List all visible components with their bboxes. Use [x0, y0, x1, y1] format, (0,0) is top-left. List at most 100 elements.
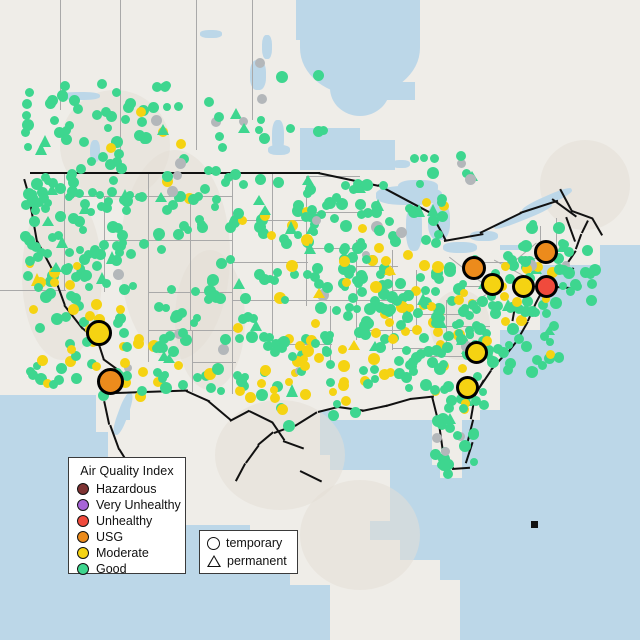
- station-marker-temporary: [199, 183, 210, 194]
- station-marker-temporary: [137, 192, 148, 203]
- station-marker-temporary: [465, 330, 474, 339]
- station-marker-temporary: [122, 371, 133, 382]
- station-marker-temporary: [332, 192, 341, 202]
- station-marker-temporary: [546, 338, 554, 347]
- station-marker-temporary: [379, 181, 389, 191]
- station-marker-permanent: [229, 107, 242, 119]
- station-marker-temporary: [126, 249, 137, 259]
- station-marker-permanent: [156, 123, 169, 135]
- station-marker-temporary: [30, 177, 43, 190]
- legend-item-very-unhealthy[interactable]: Very Unhealthy: [69, 497, 185, 513]
- highlighted-station-unhealthy[interactable]: [534, 274, 558, 298]
- legend-item-permanent[interactable]: permanent: [200, 552, 297, 570]
- station-marker-temporary: [345, 302, 354, 312]
- station-marker-temporary: [204, 166, 213, 175]
- highlighted-station-usg[interactable]: [534, 240, 558, 264]
- station-marker-temporary: [20, 231, 32, 243]
- station-marker-temporary: [442, 469, 453, 480]
- legend-item-hazardous[interactable]: Hazardous: [69, 481, 185, 497]
- station-marker-temporary: [431, 237, 442, 248]
- station-marker-permanent: [312, 287, 325, 298]
- station-marker-temporary: [115, 305, 125, 315]
- highlighted-station-moderate[interactable]: [86, 320, 112, 346]
- station-marker-temporary: [229, 214, 240, 225]
- highlighted-station-usg[interactable]: [462, 256, 486, 280]
- aqi-legend[interactable]: Air Quality Index Hazardous Very Unhealt…: [68, 457, 186, 577]
- station-marker-temporary: [122, 205, 131, 215]
- station-marker-temporary: [43, 177, 52, 185]
- good-swatch-icon: [77, 563, 89, 575]
- highlighted-station-moderate[interactable]: [480, 272, 504, 296]
- station-marker-temporary: [349, 406, 361, 418]
- station-marker-temporary: [301, 207, 311, 217]
- station-marker-temporary: [552, 222, 565, 235]
- station-marker-temporary: [411, 285, 422, 296]
- station-marker-temporary: [92, 361, 101, 371]
- station-marker-temporary: [400, 371, 412, 383]
- station-marker-temporary: [389, 235, 401, 247]
- station-marker-temporary: [444, 261, 456, 274]
- station-marker-temporary: [371, 375, 380, 384]
- station-marker-temporary: [456, 334, 468, 346]
- station-marker-temporary: [79, 273, 89, 283]
- station-marker-temporary: [91, 261, 102, 272]
- station-marker-temporary: [225, 254, 235, 264]
- station-marker-temporary: [244, 391, 256, 403]
- station-marker-temporary: [306, 205, 317, 216]
- legend-item-temporary[interactable]: temporary: [200, 534, 297, 552]
- station-marker-temporary: [293, 231, 302, 240]
- station-marker-temporary: [444, 422, 455, 433]
- highlighted-station-moderate[interactable]: [455, 375, 479, 399]
- station-marker-temporary: [444, 330, 455, 341]
- station-marker-temporary: [221, 177, 231, 187]
- station-marker-temporary: [192, 373, 202, 383]
- station-marker-temporary: [158, 334, 169, 345]
- station-marker-temporary: [504, 340, 513, 349]
- station-marker-temporary: [270, 347, 280, 358]
- station-marker-temporary: [500, 261, 510, 271]
- legend-item-good[interactable]: Good: [69, 561, 185, 577]
- highlighted-station-usg[interactable]: [96, 367, 124, 395]
- station-marker-temporary: [309, 271, 320, 282]
- station-marker-temporary: [440, 446, 450, 456]
- station-marker-temporary: [313, 278, 324, 289]
- station-marker-temporary: [212, 363, 224, 376]
- legend-item-usg[interactable]: USG: [69, 529, 185, 545]
- station-marker-permanent: [154, 191, 167, 202]
- station-marker-temporary: [65, 171, 76, 182]
- station-marker-temporary: [153, 228, 166, 241]
- station-marker-temporary: [317, 209, 326, 219]
- station-marker-temporary: [304, 183, 316, 195]
- station-marker-temporary: [218, 344, 229, 356]
- station-marker-temporary: [129, 281, 138, 290]
- highlighted-station-moderate[interactable]: [511, 274, 535, 298]
- legend-item-moderate[interactable]: Moderate: [69, 545, 185, 561]
- station-marker-temporary: [383, 306, 394, 317]
- station-marker-temporary: [277, 343, 287, 353]
- station-marker-temporary: [461, 168, 471, 178]
- legend-item-unhealthy[interactable]: Unhealthy: [69, 513, 185, 529]
- station-marker-temporary: [254, 126, 263, 135]
- station-marker-temporary: [429, 154, 439, 163]
- station-marker-temporary: [379, 303, 389, 313]
- station-marker-temporary: [355, 270, 367, 282]
- station-marker-temporary: [173, 170, 182, 180]
- station-marker-temporary: [99, 240, 110, 251]
- station-marker-temporary: [119, 376, 131, 388]
- station-marker-temporary: [24, 255, 35, 266]
- station-type-legend[interactable]: temporary permanent: [199, 530, 298, 574]
- station-marker-temporary: [30, 205, 40, 215]
- station-marker-temporary: [28, 304, 38, 314]
- station-marker-temporary: [175, 157, 187, 169]
- station-marker-temporary: [211, 195, 221, 204]
- station-marker-temporary: [438, 359, 448, 369]
- station-marker-temporary: [22, 270, 33, 281]
- station-marker-temporary: [232, 323, 243, 333]
- station-marker-temporary: [587, 278, 598, 289]
- highlighted-station-moderate[interactable]: [464, 340, 488, 364]
- station-marker-temporary: [467, 428, 479, 440]
- station-marker-temporary: [281, 296, 290, 304]
- station-marker-temporary: [215, 292, 227, 304]
- station-marker-temporary: [97, 78, 108, 89]
